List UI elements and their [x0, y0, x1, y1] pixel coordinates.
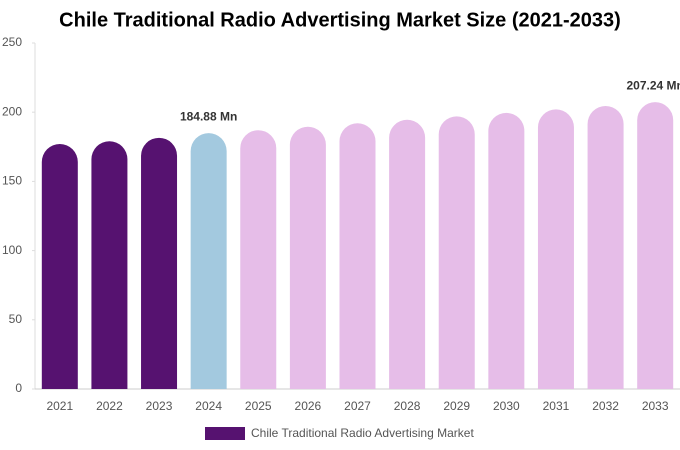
legend-swatch	[205, 427, 245, 440]
x-tick-label: 2033	[642, 399, 669, 413]
x-tick-label: 2026	[295, 399, 322, 413]
chart-title: Chile Traditional Radio Advertising Mark…	[59, 9, 621, 31]
x-tick-label: 2023	[146, 399, 173, 413]
y-tick-label: 100	[2, 243, 22, 257]
y-tick-label: 0	[15, 381, 22, 395]
bar	[587, 105, 624, 390]
data-label: 207.24 Mn	[627, 78, 680, 92]
x-tick-label: 2031	[543, 399, 570, 413]
bar	[488, 112, 525, 389]
x-tick-label: 2022	[96, 399, 123, 413]
bar	[91, 141, 128, 389]
y-tick-label: 250	[2, 35, 22, 49]
bar	[537, 109, 574, 389]
bar	[41, 144, 78, 389]
y-tick-label: 50	[9, 312, 23, 326]
x-tick-label: 2024	[195, 399, 222, 413]
legend-label: Chile Traditional Radio Advertising Mark…	[251, 426, 474, 440]
bar	[240, 130, 277, 389]
bar	[637, 102, 674, 389]
x-tick-label: 2027	[344, 399, 371, 413]
bar	[190, 133, 227, 389]
x-tick-label: 2030	[493, 399, 520, 413]
bar	[389, 119, 426, 389]
y-tick-label: 150	[2, 174, 22, 188]
x-tick-label: 2029	[443, 399, 470, 413]
x-tick-label: 2021	[46, 399, 73, 413]
x-tick-label: 2028	[394, 399, 421, 413]
x-tick-label: 2032	[592, 399, 619, 413]
bar	[339, 123, 376, 389]
y-tick-label: 200	[2, 104, 22, 118]
bar	[289, 126, 326, 389]
bar	[438, 116, 475, 390]
bar	[141, 137, 178, 389]
x-tick-label: 2025	[245, 399, 272, 413]
data-label: 184.88 Mn	[180, 109, 237, 123]
